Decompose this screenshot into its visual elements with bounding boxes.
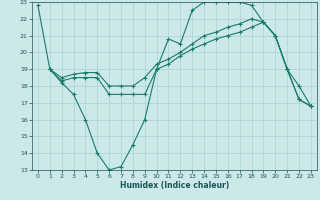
X-axis label: Humidex (Indice chaleur): Humidex (Indice chaleur) xyxy=(120,181,229,190)
